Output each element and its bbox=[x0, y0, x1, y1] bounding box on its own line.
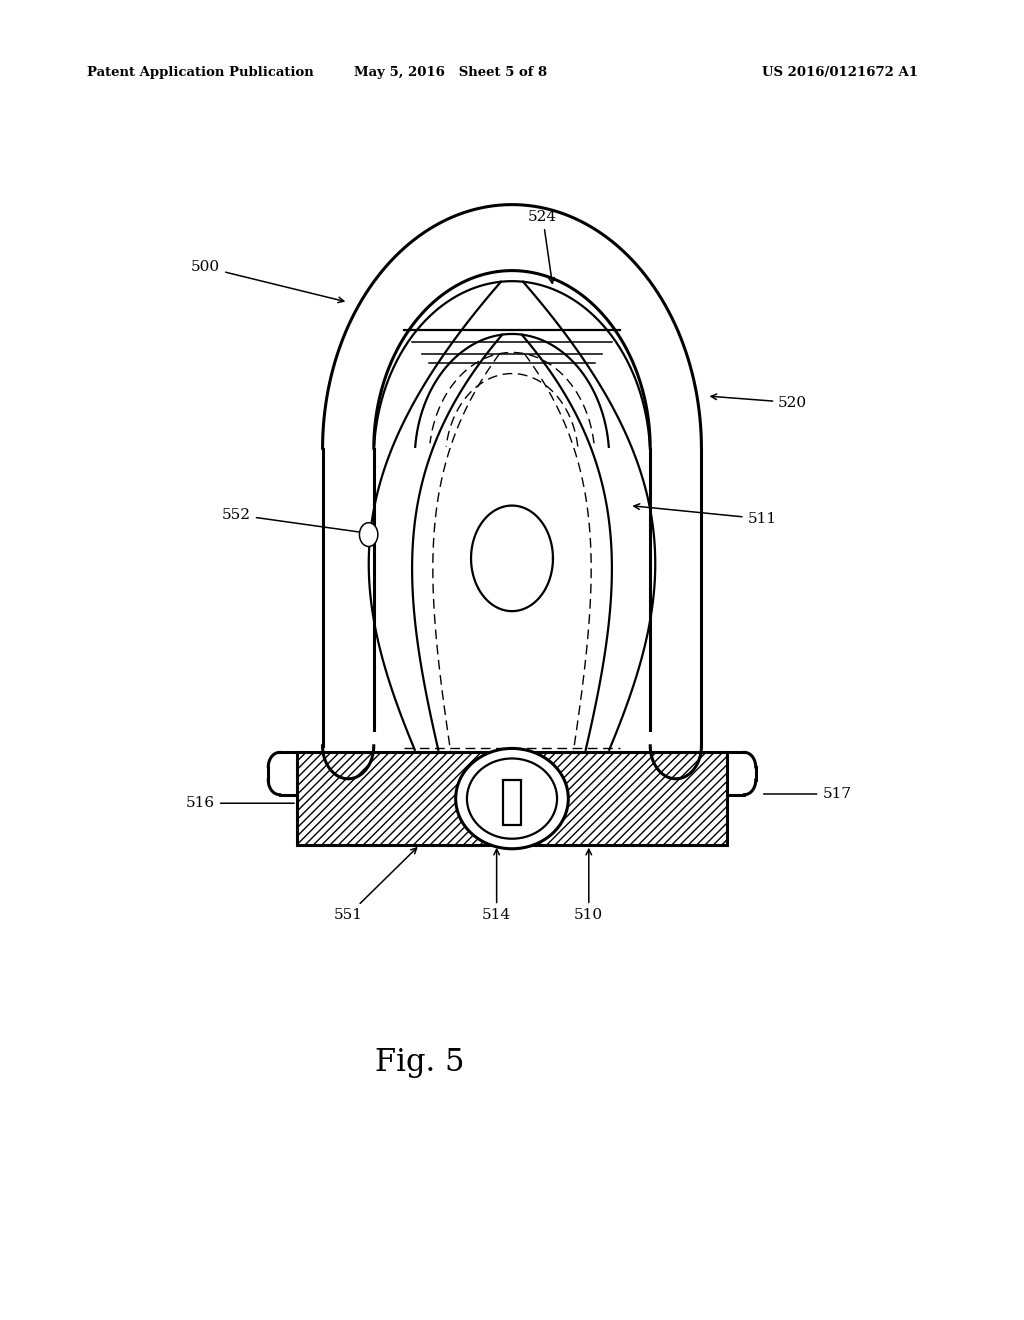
Text: Fig. 5: Fig. 5 bbox=[375, 1047, 465, 1078]
Text: 510: 510 bbox=[574, 849, 603, 923]
Text: 500: 500 bbox=[191, 260, 344, 302]
Ellipse shape bbox=[456, 748, 568, 849]
Text: 552: 552 bbox=[222, 508, 374, 536]
Text: 520: 520 bbox=[711, 393, 807, 409]
Text: 511: 511 bbox=[634, 504, 776, 525]
Text: Patent Application Publication: Patent Application Publication bbox=[87, 66, 313, 79]
Text: 514: 514 bbox=[482, 849, 511, 923]
Text: May 5, 2016   Sheet 5 of 8: May 5, 2016 Sheet 5 of 8 bbox=[354, 66, 547, 79]
Ellipse shape bbox=[467, 759, 557, 838]
Text: 516: 516 bbox=[186, 796, 294, 810]
Text: 517: 517 bbox=[764, 787, 851, 801]
Bar bbox=[503, 780, 521, 825]
Text: 524: 524 bbox=[528, 210, 557, 284]
Circle shape bbox=[359, 523, 378, 546]
Bar bbox=[297, 752, 727, 845]
Text: US 2016/0121672 A1: US 2016/0121672 A1 bbox=[762, 66, 918, 79]
Text: 551: 551 bbox=[334, 847, 417, 923]
